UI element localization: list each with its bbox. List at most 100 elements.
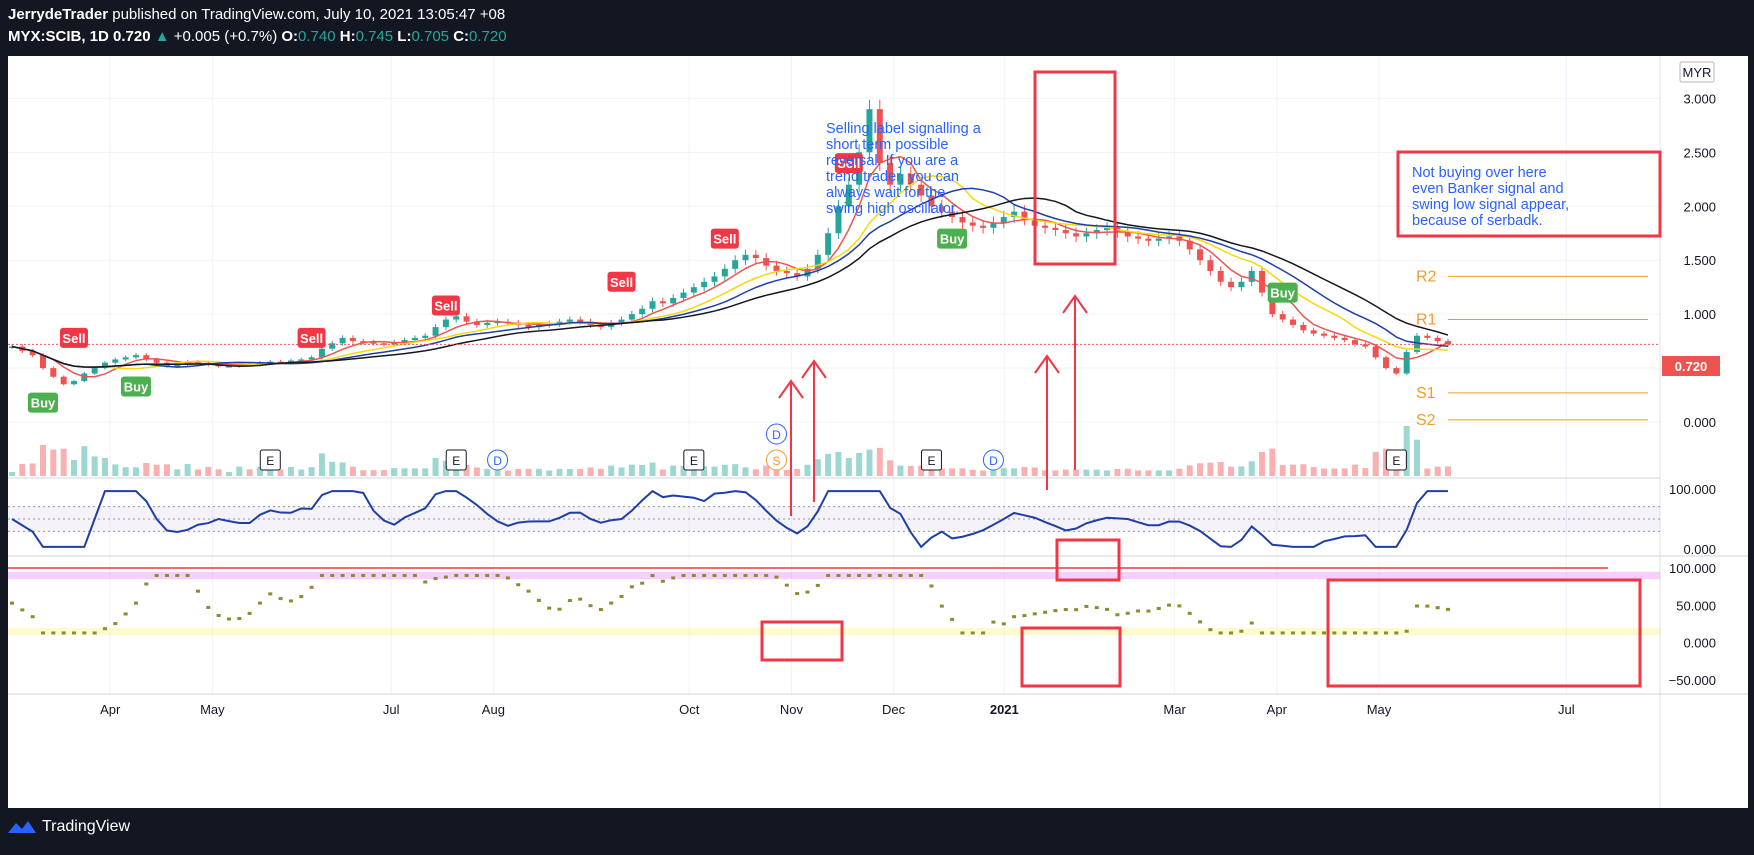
candle-body <box>1011 211 1018 218</box>
candle-body <box>1403 351 1410 374</box>
osc-dot <box>175 573 180 577</box>
candle-body <box>969 222 976 226</box>
time-tick-label: Oct <box>679 702 700 717</box>
osc-dot <box>454 573 459 577</box>
osc-dot <box>815 583 820 587</box>
volume-bar <box>825 453 832 476</box>
volume-bar <box>246 469 253 476</box>
up-arrow-icon: ▲ <box>154 28 170 45</box>
candle-body <box>556 321 563 324</box>
candle-body <box>1000 217 1007 223</box>
osc-dot <box>629 585 634 589</box>
candle-body <box>298 359 305 361</box>
volume-bar <box>515 468 522 476</box>
candle-body <box>628 314 635 320</box>
volume-bar <box>360 470 367 476</box>
dividend-marker <box>765 423 787 445</box>
event-marker-text: E <box>927 454 935 468</box>
volume-bar <box>1228 466 1235 476</box>
author-name[interactable]: JerrydeTrader <box>8 6 109 23</box>
candle-body <box>773 265 780 271</box>
osc-dot <box>1415 604 1420 608</box>
price-pane[interactable]: R2 R1 S1 S2 Sell Buy Buy Sell Sell Sell Sell Sell Bu… <box>8 99 1660 476</box>
left-note-line-2: short term possible <box>826 137 949 153</box>
ma-black-line <box>11 197 1449 368</box>
candle-body <box>1331 335 1338 338</box>
volume-bar <box>711 466 718 476</box>
symbol-text[interactable]: MYX:SCIB, 1D <box>8 28 109 45</box>
volume-bar <box>1093 469 1100 476</box>
candle-body <box>1197 249 1204 261</box>
volume-bar <box>680 465 687 476</box>
candle-body <box>132 355 139 358</box>
candle-body <box>1321 333 1328 336</box>
osc-dot <box>206 605 211 609</box>
osc-dot <box>505 576 510 580</box>
osc-dot <box>660 579 665 583</box>
tradingview-logo-icon <box>8 821 36 833</box>
candle-body <box>721 268 728 277</box>
candle-body <box>29 350 36 356</box>
osc-dot <box>536 598 541 602</box>
osc-dot <box>991 620 996 624</box>
osc-dot <box>691 573 696 577</box>
candle-body <box>287 360 294 363</box>
volume-bar <box>1259 452 1266 476</box>
candle-body <box>783 271 790 274</box>
volume-bar <box>1031 467 1038 476</box>
candle-body <box>339 337 346 344</box>
volume-bar <box>380 470 387 476</box>
osc-dot <box>743 573 748 577</box>
oscillator-pane[interactable]: 100.000 50.000 0.000 −50.000 <box>8 561 1716 688</box>
candle-body <box>442 319 449 328</box>
osc-dot <box>268 592 273 596</box>
buy-label-text: Buy <box>31 396 56 411</box>
osc-dot <box>20 608 25 612</box>
osc-box-3 <box>1326 578 1642 688</box>
osc-dot <box>557 607 562 611</box>
candle-body <box>742 254 749 261</box>
price-tick-label: 1.500 <box>1683 253 1716 268</box>
sell-label-text: Sell <box>300 331 323 346</box>
candle-body <box>845 184 852 207</box>
candle-body <box>1021 211 1028 220</box>
osc-top-band <box>8 571 1660 580</box>
pivot-label: R1 <box>1416 312 1437 329</box>
candle-body <box>1145 238 1152 241</box>
volume-bar <box>752 469 759 476</box>
last-price-badge <box>1662 356 1720 376</box>
osc-dot <box>609 601 614 605</box>
candle-body <box>814 254 821 269</box>
osc-dot <box>857 573 862 577</box>
osc-dot <box>567 599 572 603</box>
candle-body <box>690 287 697 293</box>
osc-dot <box>1291 631 1296 635</box>
osc-dot <box>82 631 87 635</box>
dividend-marker <box>982 449 1004 471</box>
candle-body <box>473 321 480 325</box>
left-note: Selling label signalling a short term po… <box>826 121 985 217</box>
rsi-pane[interactable]: 100.000 0.000 <box>8 482 1716 557</box>
candle-body <box>153 359 160 363</box>
osc-dot <box>299 595 304 599</box>
candle-body <box>1259 271 1266 293</box>
osc-tick-label: 0.000 <box>1683 636 1716 651</box>
osc-dot <box>1353 631 1358 635</box>
osc-dot <box>361 573 366 577</box>
candle-body <box>1424 335 1431 338</box>
candle-body <box>887 163 894 185</box>
tradingview-footer[interactable]: TradingView <box>8 818 130 836</box>
chart-canvas[interactable]: R2 R1 S1 S2 Sell Buy Buy Sell Sell Sell Sell Sell Bu… <box>8 56 1748 808</box>
osc-dot <box>1208 628 1213 632</box>
chart-panel <box>8 56 1748 808</box>
volume-bar <box>256 466 263 476</box>
osc-dot <box>71 631 76 635</box>
candle-body <box>566 319 573 322</box>
osc-dot <box>485 573 490 577</box>
candle-body <box>1372 346 1379 358</box>
candle-body <box>484 322 491 325</box>
volume-bar <box>101 458 108 476</box>
volume-bar <box>1290 464 1297 476</box>
osc-dot <box>1435 606 1440 610</box>
